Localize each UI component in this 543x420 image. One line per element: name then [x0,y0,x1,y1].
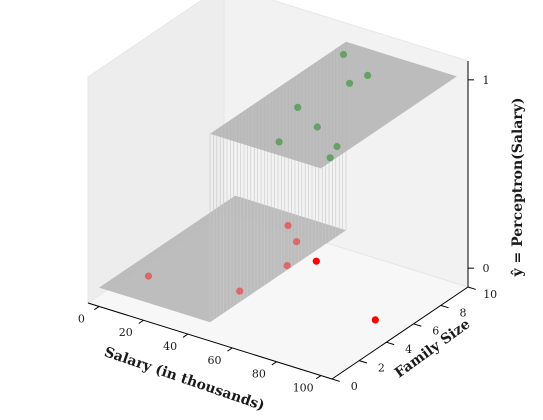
surface-low [99,195,346,323]
x-tick-label: 80 [252,368,266,381]
x-tick [315,375,322,380]
y-tick-label: 2 [378,362,385,375]
y-tick-label: 4 [405,343,412,356]
x-tick-label: 100 [293,382,314,395]
y-tick [467,286,476,290]
x-tick [182,333,189,338]
data-point [312,257,320,265]
data-point [236,287,244,295]
z-tick-label: 1 [483,74,490,87]
data-point [283,262,291,270]
decision-surface [99,41,457,323]
x-axis-line [87,302,333,380]
data-point [275,138,283,146]
x-tick-label: 40 [163,340,177,353]
y-tick [440,304,449,309]
data-point [293,238,301,246]
y-tick-label: 0 [351,380,358,393]
x-tick [271,361,277,366]
data-point [371,316,379,324]
data-point [339,50,348,59]
data-point [144,272,153,280]
data-point [284,221,292,230]
data-point [313,123,321,131]
x-tick-label: 0 [78,312,85,325]
y-tick-label: 10 [483,288,497,301]
data-points [144,50,379,324]
x-tick [138,319,144,324]
data-point [294,103,302,111]
data-point [326,154,334,162]
x-tick [227,347,233,352]
data-point [364,71,372,79]
y-tick-label: 8 [460,306,467,319]
y-tick-label: 6 [432,325,439,338]
y-tick [359,360,368,364]
z-axis-label: ŷ = Perceptron(Salary) [509,98,526,278]
y-tick [386,341,395,346]
data-point [346,79,354,87]
x-tick-label: 20 [119,326,133,339]
y-tick [331,378,340,382]
x-axis-label: Salary (in thousands) [102,344,267,414]
x-tick [94,306,100,311]
surface-high [210,41,457,169]
z-tick-label: 0 [483,262,490,275]
data-point [333,142,341,151]
y-axis-line [331,286,469,380]
x-tick-label: 60 [208,354,222,367]
y-tick [413,323,422,327]
